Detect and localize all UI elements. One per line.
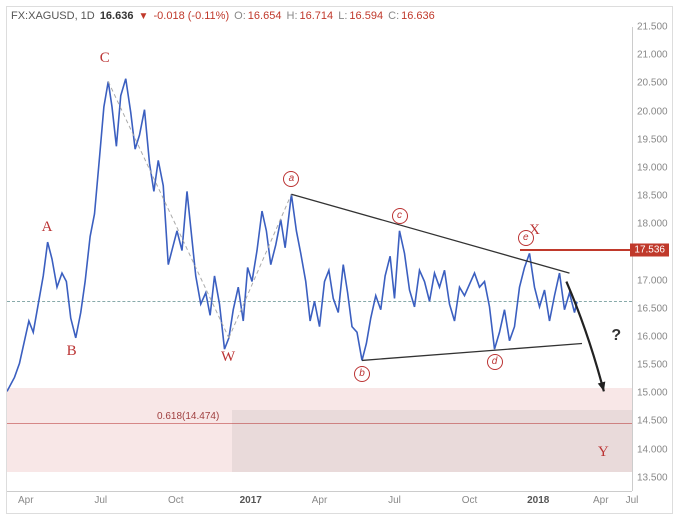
wave-label-W: W bbox=[221, 349, 235, 366]
wave-label-C: C bbox=[100, 50, 110, 67]
x-axis: AprJulOct2017AprJulOct2018AprJul bbox=[7, 491, 632, 513]
question-mark: ? bbox=[611, 327, 621, 345]
y-tick: 15.000 bbox=[637, 388, 668, 399]
wave-label-B: B bbox=[67, 343, 77, 360]
x-tick: Apr bbox=[312, 495, 328, 506]
chart-frame: FX:XAGUSD, 1D 16.636 ▼ -0.018 (-0.11%) O… bbox=[6, 6, 673, 514]
fib-label: 0.618(14.474) bbox=[157, 411, 219, 422]
low-label: L: bbox=[338, 10, 347, 22]
resistance-price-tag: 17.536 bbox=[630, 244, 669, 257]
price-zone bbox=[232, 410, 632, 472]
y-tick: 14.500 bbox=[637, 416, 668, 427]
last-price: 16.636 bbox=[100, 10, 134, 22]
wave-circ-c: c bbox=[392, 208, 408, 224]
high-label: H: bbox=[287, 10, 298, 22]
wave-circ-a: a bbox=[283, 171, 299, 187]
y-axis: 13.500 14.000 14.500 15.000 15.500 16.000 16.5… bbox=[632, 27, 672, 491]
y-tick: 21.500 bbox=[637, 22, 668, 33]
y-tick: 17.000 bbox=[637, 275, 668, 286]
open-value: 16.654 bbox=[248, 10, 282, 22]
x-tick: 2017 bbox=[240, 495, 262, 506]
down-arrow-icon: ▼ bbox=[139, 11, 149, 22]
x-tick: Jul bbox=[626, 495, 639, 506]
y-tick: 19.000 bbox=[637, 162, 668, 173]
y-tick: 20.000 bbox=[637, 106, 668, 117]
wave-label-A: A bbox=[42, 219, 53, 236]
resistance-line bbox=[520, 249, 633, 251]
y-tick: 13.500 bbox=[637, 472, 668, 483]
y-tick: 19.500 bbox=[637, 134, 668, 145]
x-tick: Jul bbox=[94, 495, 107, 506]
x-tick: Apr bbox=[18, 495, 34, 506]
wave-circ-d: d bbox=[487, 354, 503, 370]
wave-label-Y: Y bbox=[598, 444, 609, 461]
x-tick: Oct bbox=[168, 495, 184, 506]
y-tick: 16.500 bbox=[637, 303, 668, 314]
fib-line bbox=[7, 423, 632, 424]
low-value: 16.594 bbox=[349, 10, 383, 22]
close-label: C: bbox=[388, 10, 399, 22]
close-value: 16.636 bbox=[401, 10, 435, 22]
change-value: -0.018 (-0.11%) bbox=[154, 10, 230, 22]
chart-header: FX:XAGUSD, 1D 16.636 ▼ -0.018 (-0.11%) O… bbox=[11, 10, 437, 22]
wave-circ-b: b bbox=[354, 366, 370, 382]
open-label: O: bbox=[234, 10, 246, 22]
chart-container: FX:XAGUSD, 1D 16.636 ▼ -0.018 (-0.11%) O… bbox=[0, 0, 679, 520]
y-tick: 20.500 bbox=[637, 78, 668, 89]
high-value: 16.714 bbox=[300, 10, 334, 22]
y-tick: 15.500 bbox=[637, 360, 668, 371]
plot-area[interactable]: 0.618(14.474)ABCWXYabcde? bbox=[7, 27, 632, 491]
x-tick: 2018 bbox=[527, 495, 549, 506]
symbol-label: FX:XAGUSD, 1D bbox=[11, 10, 95, 22]
wave-circ-e: e bbox=[518, 230, 534, 246]
y-tick: 21.000 bbox=[637, 50, 668, 61]
y-tick: 18.000 bbox=[637, 219, 668, 230]
last-price-line bbox=[7, 301, 632, 302]
x-tick: Jul bbox=[388, 495, 401, 506]
y-tick: 18.500 bbox=[637, 191, 668, 202]
x-tick: Oct bbox=[462, 495, 478, 506]
y-tick: 16.000 bbox=[637, 331, 668, 342]
x-tick: Apr bbox=[593, 495, 609, 506]
y-tick: 14.000 bbox=[637, 444, 668, 455]
